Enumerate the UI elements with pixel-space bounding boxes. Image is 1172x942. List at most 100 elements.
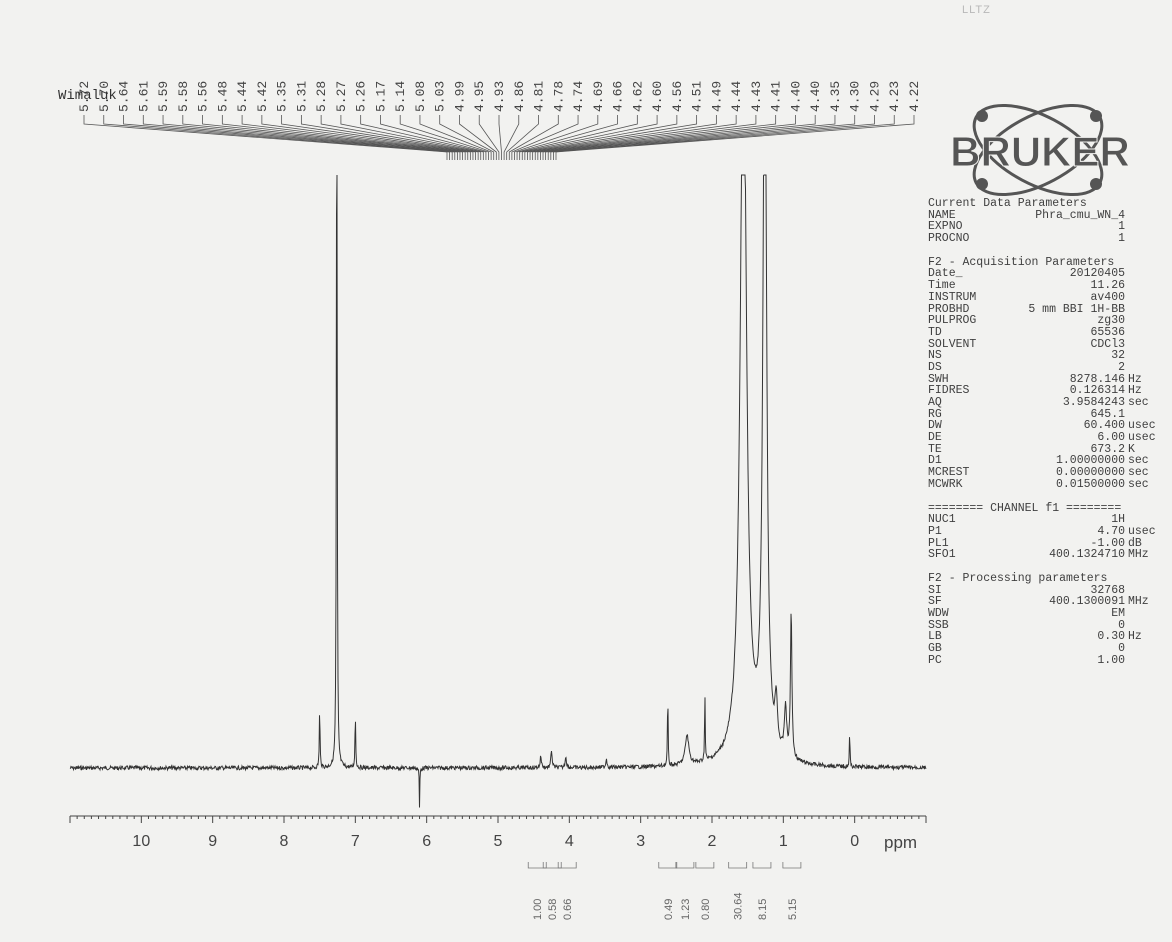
- parameter-name: MCWRK: [928, 477, 963, 491]
- peak-pointer-line: [506, 115, 539, 160]
- parameter-value: 8278.146: [1069, 372, 1125, 386]
- parameter-value: 11.26: [1090, 279, 1125, 293]
- parameter-value-group: 5 mm BBI 1H-BB: [1028, 303, 1156, 316]
- parameter-row: SWH 8278.146 Hz: [928, 372, 1156, 386]
- parameter-value-group: Phra_cmu_WN_4: [1035, 208, 1156, 222]
- parameter-value: 1: [1118, 232, 1125, 246]
- x-tick-label: 9: [208, 833, 217, 850]
- parameter-unit: usec: [1128, 419, 1156, 433]
- parameter-value-group: 0: [1118, 619, 1156, 632]
- parameter-row: DW 60.400 usec: [928, 420, 1156, 432]
- peak-label-group: 5.72 5.70 5.64 5.61 5.59 5.58 5.56 5.48 5.44 5.42…: [77, 81, 922, 160]
- peak-pointer-line: [478, 115, 500, 160]
- peak-shift-label: 5.61: [136, 81, 151, 112]
- parameter-value-group: EM: [1111, 608, 1156, 620]
- parameter-value-group: 32: [1111, 350, 1156, 362]
- parameter-unit: sec: [1128, 396, 1149, 409]
- parameter-row: TE 673.2 K: [928, 442, 1156, 456]
- parameter-name: DW: [928, 419, 942, 433]
- peak-shift-label: 5.14: [393, 81, 408, 112]
- parameter-unit: Hz: [1128, 372, 1142, 386]
- peak-shift-label: 4.56: [670, 81, 685, 112]
- integral-value: 5.15: [787, 899, 799, 920]
- parameter-row: D1 1.00000000 sec: [928, 455, 1156, 467]
- sample-name: Wimaluk: [58, 88, 117, 104]
- parameter-value: Phra_cmu_WN_4: [1035, 208, 1125, 222]
- peak-pointer-line: [439, 115, 495, 160]
- x-tick-label: 3: [636, 833, 645, 850]
- peak-shift-label: 5.56: [196, 81, 211, 112]
- integral-value: 8.15: [757, 899, 769, 920]
- parameter-value-group: av400: [1090, 291, 1156, 304]
- peak-pointer-line: [542, 115, 816, 160]
- peak-shift-label: 4.35: [828, 81, 843, 112]
- parameter-name: NUC1: [928, 513, 956, 527]
- x-tick-label: 5: [494, 833, 503, 850]
- parameter-row: PC 1.00: [928, 654, 1156, 667]
- parameter-name: MCREST: [928, 466, 970, 480]
- integral-bracket: [542, 862, 562, 869]
- peak-pointer-line: [516, 115, 618, 160]
- peak-shift-label: 5.59: [156, 81, 171, 112]
- peak-pointer-line: [459, 115, 497, 160]
- parameter-row: PULPROG zg30: [928, 315, 1156, 327]
- parameter-value-group: 20120405: [1070, 268, 1156, 280]
- parameter-row: AQ 3.9584243 sec: [928, 397, 1156, 409]
- integral-value: 0.80: [700, 899, 712, 920]
- parameter-value-group: 1: [1118, 233, 1156, 245]
- parameter-row: SFO1 400.1324710 MHz: [928, 549, 1156, 561]
- peak-pointer-line: [547, 115, 856, 160]
- peak-pointer-line: [553, 115, 895, 160]
- parameter-row: GB 0: [928, 643, 1156, 655]
- peak-pointer-line: [142, 115, 456, 160]
- parameter-value: 65536: [1090, 325, 1125, 339]
- parameter-value: 32768: [1090, 583, 1125, 597]
- parameter-name: P1: [928, 524, 942, 538]
- peak-pointer-line: [555, 115, 915, 160]
- parameter-name: D1: [928, 454, 942, 468]
- peak-shift-label: 4.60: [650, 81, 665, 112]
- x-tick-label: 8: [280, 833, 289, 850]
- integral-bracket: [782, 862, 802, 869]
- parameter-name: SF: [928, 595, 942, 609]
- spectrum-trace: [69, 174, 927, 808]
- integral-value: 1.00: [532, 899, 544, 920]
- parameter-row: P1 4.70 usec: [928, 526, 1156, 538]
- parameter-section-title: F2 - Processing parameters: [928, 571, 1108, 585]
- parameter-value-group: 0: [1118, 643, 1156, 655]
- parameter-name: AQ: [928, 396, 942, 409]
- parameter-row: EXPNO 1: [928, 221, 1156, 233]
- peak-pointer-line: [241, 115, 469, 160]
- peak-shift-label: 4.81: [532, 81, 547, 112]
- parameter-name: GB: [928, 642, 942, 656]
- parameter-row: PL1 -1.00 dB: [928, 537, 1156, 550]
- peak-shift-label: 5.31: [294, 81, 309, 112]
- x-tick-label: 0: [850, 833, 859, 850]
- parameter-value-group: zg30: [1097, 315, 1156, 327]
- parameter-section-title: ======== CHANNEL f1 ========: [928, 501, 1122, 515]
- parameter-row: MCWRK 0.01500000 sec: [928, 477, 1156, 491]
- parameter-value: 0.126314: [1069, 384, 1125, 398]
- peak-pointer-line: [221, 115, 466, 160]
- peak-shift-label: 4.78: [551, 81, 566, 112]
- integral-bracket: [675, 862, 695, 869]
- x-tick-label: 1: [779, 833, 788, 850]
- peak-shift-label: 4.99: [452, 81, 467, 112]
- parameter-name: SSB: [928, 618, 949, 632]
- parameter-value: zg30: [1097, 314, 1125, 328]
- peak-shift-label: 4.62: [630, 81, 645, 112]
- integral-value: 0.49: [663, 899, 675, 920]
- parameter-value: 673.2: [1090, 442, 1125, 456]
- integral-bracket: [728, 862, 748, 869]
- parameter-value-group: 0.126314 Hz: [1070, 385, 1156, 397]
- peak-shift-label: 4.41: [769, 81, 784, 112]
- parameter-row: RG 645.1: [928, 408, 1156, 421]
- parameter-value-group: 1.00000000 sec: [1056, 455, 1156, 467]
- parameter-value: EM: [1111, 607, 1125, 620]
- peak-shift-label: 5.27: [334, 81, 349, 112]
- parameter-value-group: -1.00 dB: [1090, 537, 1156, 550]
- parameter-name: Time: [928, 279, 956, 293]
- peak-pointer-line: [540, 115, 796, 160]
- parameter-row: PROBHD 5 mm BBI 1H-BB: [928, 303, 1156, 316]
